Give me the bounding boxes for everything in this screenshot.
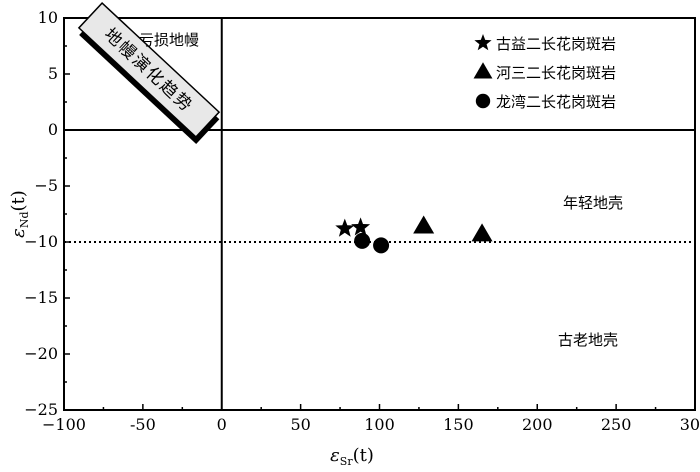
x-axis-label-sub: Sr <box>340 455 354 468</box>
legend-circle-marker <box>475 93 491 109</box>
triangle-point <box>413 215 435 234</box>
x-axis-label-main: ε <box>330 445 340 466</box>
data-points <box>335 215 493 254</box>
y-axis-label: εNd(t) <box>8 190 31 238</box>
legend-label: 古益二长花岗斑岩 <box>496 35 616 53</box>
x-axis-label: εSr(t) <box>330 445 374 468</box>
x-tick-label: 50 <box>290 415 310 434</box>
x-axis-ticks: −100 -50 0 50 100 150 200 250 300 <box>42 404 700 434</box>
y-axis-label-main: ε <box>8 228 29 238</box>
y-axis-label-suffix: (t) <box>8 190 29 211</box>
legend-label: 龙湾二长花岗斑岩 <box>496 93 616 111</box>
y-axis-ticks: 10 5 0 −5 −10 −15 −20 −25 <box>24 8 70 419</box>
triangle-point <box>471 223 493 242</box>
x-tick-label: 300 <box>680 415 700 434</box>
legend-triangle-marker <box>473 62 493 79</box>
y-tick-label: −5 <box>34 176 58 195</box>
circle-point <box>373 237 390 254</box>
y-axis-label-sub: Nd <box>18 211 31 228</box>
x-tick-label: -50 <box>130 415 156 434</box>
x-tick-label: −100 <box>42 415 86 434</box>
y-tick-label: 5 <box>48 64 58 83</box>
star-point <box>351 217 371 236</box>
y-tick-label: −10 <box>24 232 58 251</box>
star-point <box>335 218 355 237</box>
y-tick-label: −20 <box>24 344 58 363</box>
x-tick-label: 100 <box>364 415 395 434</box>
circle-point <box>354 232 371 249</box>
depleted-mantle-label: 亏损地幔 <box>139 31 199 49</box>
x-tick-label: 250 <box>601 415 632 434</box>
mantle-trend-box: 地幔演化趋势 <box>77 1 221 145</box>
young-crust-label: 年轻地壳 <box>563 194 623 212</box>
x-axis-label-suffix: (t) <box>353 445 374 466</box>
old-crust-label: 古老地壳 <box>558 331 618 349</box>
x-tick-label: 200 <box>522 415 553 434</box>
legend-label: 河三二长花岗斑岩 <box>496 64 616 82</box>
x-tick-label: 150 <box>443 415 474 434</box>
y-tick-label: −15 <box>24 288 58 307</box>
y-tick-label: 0 <box>48 120 58 139</box>
y-tick-label: 10 <box>38 8 58 27</box>
x-tick-label: 0 <box>217 415 227 434</box>
y-tick-label: −25 <box>24 400 58 419</box>
legend-star-marker <box>474 34 492 51</box>
